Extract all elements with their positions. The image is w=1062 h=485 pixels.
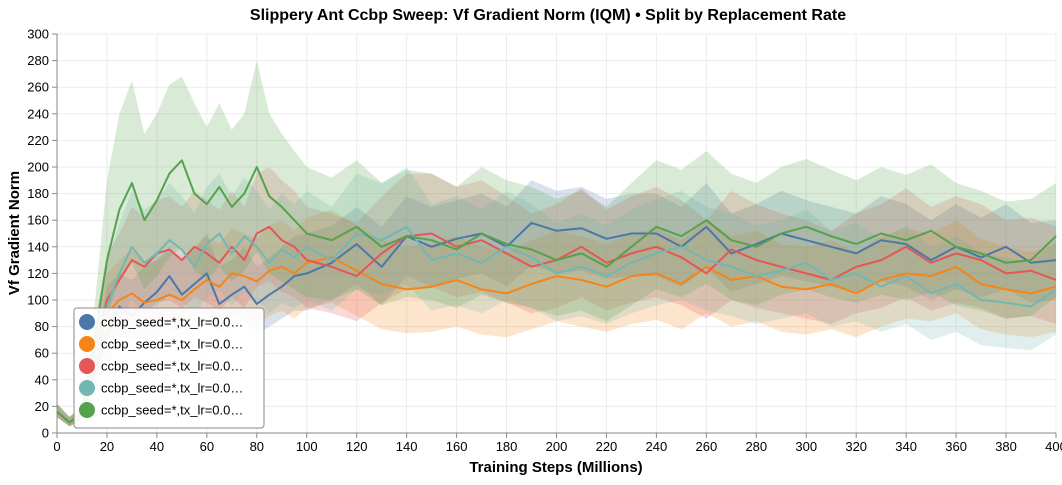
series-line-2	[56, 256, 1057, 424]
x-tick-label: 400	[1045, 439, 1062, 454]
legend-item: ccbp_seed=*,tx_lr=0.0…	[79, 336, 243, 352]
x-tick-label: 40	[150, 439, 164, 454]
series-band-1	[57, 180, 1056, 427]
x-tick-label: 60	[200, 439, 214, 454]
legend-swatch	[79, 380, 95, 396]
series-line-1	[56, 221, 1057, 424]
y-tick-label: 280	[27, 53, 49, 68]
legend-label: ccbp_seed=*,tx_lr=0.0…	[101, 403, 243, 418]
x-tick-label: 280	[745, 439, 767, 454]
y-tick-label: 180	[27, 186, 49, 201]
legend-item: ccbp_seed=*,tx_lr=0.0…	[79, 314, 243, 330]
legend-swatch	[79, 336, 95, 352]
confidence-bands	[57, 60, 1056, 427]
legend-swatch	[79, 314, 95, 330]
x-tick-label: 200	[546, 439, 568, 454]
series-lines	[56, 159, 1057, 424]
legend: ccbp_seed=*,tx_lr=0.0… ccbp_seed=*,tx_lr=…	[73, 307, 265, 429]
series-band-4	[57, 167, 1056, 427]
legend-swatch	[79, 402, 95, 418]
legend-item: ccbp_seed=*,tx_lr=0.0…	[79, 358, 243, 374]
y-tick-label: 260	[27, 80, 49, 95]
legend-item: ccbp_seed=*,tx_lr=0.0…	[79, 380, 243, 396]
y-tick-label: 100	[27, 293, 49, 308]
x-tick-label: 160	[446, 439, 468, 454]
x-tick-label: 20	[100, 439, 114, 454]
x-tick-label: 120	[346, 439, 368, 454]
x-tick-label: 100	[296, 439, 318, 454]
y-tick-label: 80	[35, 319, 49, 334]
legend-label: ccbp_seed=*,tx_lr=0.0…	[101, 381, 243, 396]
chart-title: Slippery Ant Ccbp Sweep: Vf Gradient Nor…	[250, 7, 846, 24]
x-tick-label: 0	[53, 439, 60, 454]
x-tick-label: 80	[250, 439, 264, 454]
x-tick-label: 240	[646, 439, 668, 454]
legend-swatch	[79, 358, 95, 374]
series-line-5	[56, 159, 1057, 424]
x-tick-label: 320	[845, 439, 867, 454]
legend-label: ccbp_seed=*,tx_lr=0.0…	[101, 337, 243, 352]
x-tick-label: 360	[945, 439, 967, 454]
y-tick-label: 0	[42, 426, 49, 441]
y-tick-label: 120	[27, 266, 49, 281]
x-tick-label: 300	[795, 439, 817, 454]
legend-box	[73, 307, 265, 429]
y-tick-label: 40	[35, 372, 49, 387]
series-band-5	[57, 60, 1056, 427]
y-tick-label: 140	[27, 239, 49, 254]
series-band-3	[57, 167, 1056, 427]
legend-label: ccbp_seed=*,tx_lr=0.0…	[101, 315, 243, 330]
x-tick-label: 180	[496, 439, 518, 454]
y-tick-label: 220	[27, 133, 49, 148]
series-line-4	[56, 225, 1057, 424]
y-tick-label: 60	[35, 346, 49, 361]
y-tick-label: 240	[27, 106, 49, 121]
x-axis-title: Training Steps (Millions)	[469, 459, 642, 476]
y-tick-label: 20	[35, 399, 49, 414]
x-tick-label: 220	[596, 439, 618, 454]
y-tick-label: 160	[27, 213, 49, 228]
y-tick-label: 200	[27, 160, 49, 175]
x-tick-label: 140	[396, 439, 418, 454]
axes: 0 20 40 60 80 100 120 140 160 180 200 220 240 260 280 3…	[27, 27, 1062, 455]
x-tick-label: 260	[695, 439, 717, 454]
y-axis-title: Vf Gradient Norm	[6, 171, 23, 295]
legend-label: ccbp_seed=*,tx_lr=0.0…	[101, 359, 243, 374]
series-line-3	[56, 225, 1057, 424]
y-tick-label: 300	[27, 27, 49, 42]
legend-item: ccbp_seed=*,tx_lr=0.0…	[79, 402, 243, 418]
x-tick-label: 380	[995, 439, 1017, 454]
x-tick-label: 340	[895, 439, 917, 454]
